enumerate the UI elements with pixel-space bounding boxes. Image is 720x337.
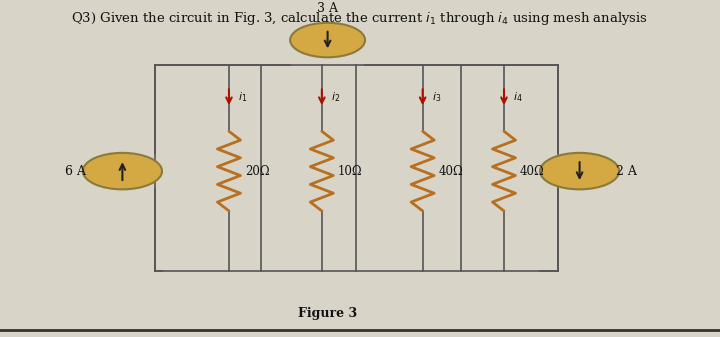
Text: 10Ω: 10Ω: [338, 164, 362, 178]
Circle shape: [540, 153, 619, 189]
Text: 3 A: 3 A: [317, 2, 338, 15]
Text: $i_2$: $i_2$: [331, 91, 341, 104]
Text: $i_3$: $i_3$: [432, 91, 441, 104]
Text: 40Ω: 40Ω: [520, 164, 544, 178]
Text: 20Ω: 20Ω: [245, 164, 269, 178]
Text: 40Ω: 40Ω: [438, 164, 463, 178]
Text: 2 A: 2 A: [616, 164, 636, 178]
Text: Q3) Given the circuit in Fig. 3, calculate the current $i_1$ through $i_4$ using: Q3) Given the circuit in Fig. 3, calcula…: [71, 10, 649, 27]
Circle shape: [83, 153, 162, 189]
FancyBboxPatch shape: [155, 65, 558, 271]
Text: $i_4$: $i_4$: [513, 91, 523, 104]
Text: 6 A: 6 A: [66, 164, 86, 178]
Text: Figure 3: Figure 3: [298, 307, 357, 320]
Circle shape: [290, 23, 365, 57]
Text: $i_1$: $i_1$: [238, 91, 248, 104]
